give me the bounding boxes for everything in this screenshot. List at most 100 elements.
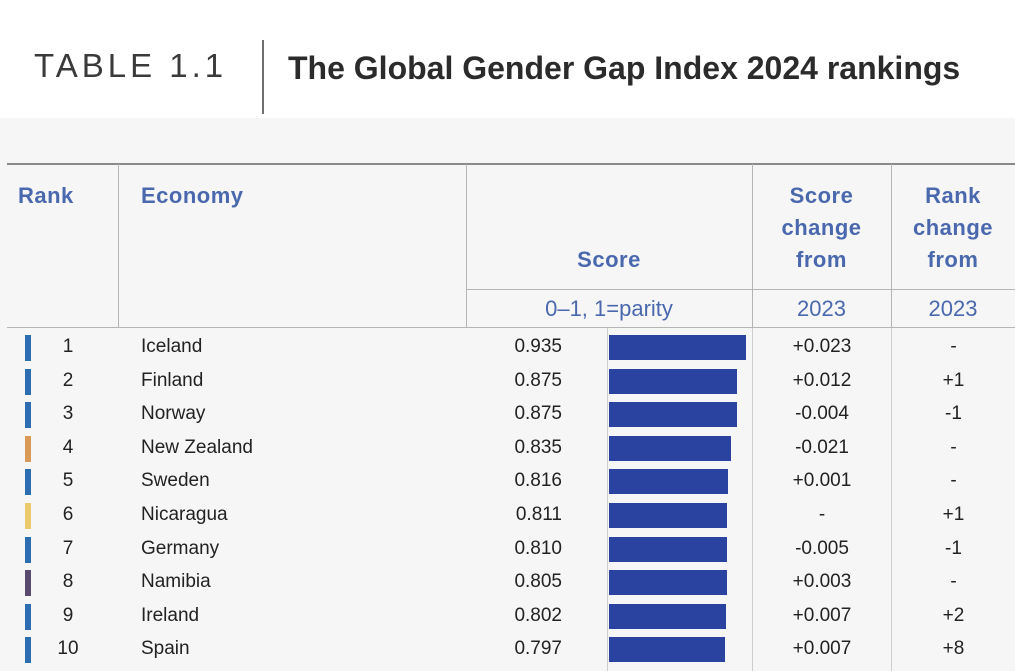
rankings-table-background (0, 118, 1015, 671)
table-row: 3 Norway 0.875 -0.004 -1 (0, 397, 1015, 431)
score-cell: 0.935 (514, 336, 562, 357)
column-header-score-change: Score change from (752, 180, 891, 276)
score-cell: 0.810 (514, 537, 562, 559)
table-top-rule (7, 163, 1015, 165)
score-bar (609, 335, 746, 360)
column-header-economy: Economy (141, 183, 244, 208)
score-change-cell: +0.007 (792, 638, 852, 660)
rank-cell: 5 (62, 470, 74, 492)
table-row: 10 Spain 0.797 +0.007 +8 (0, 632, 1015, 666)
rank-change-cell: - (950, 336, 957, 357)
score-cell: 0.805 (514, 571, 562, 593)
rank-cell: 7 (62, 537, 74, 559)
header-bottom-rule (7, 327, 1015, 328)
rank-cell: 6 (62, 504, 74, 525)
score-bar (609, 603, 727, 629)
region-marker (25, 335, 31, 361)
economy-cell: Ireland (141, 604, 200, 626)
column-divider (752, 164, 753, 328)
table-row: 5 Sweden 0.816 +0.001 - (0, 464, 1015, 498)
economy-cell: Namibia (141, 571, 211, 593)
score-unit-label: 0–1, 1=parity (545, 296, 673, 321)
score-change-header-line: Score (789, 183, 854, 208)
column-divider (891, 328, 892, 671)
rank-cell: 8 (62, 571, 74, 593)
region-marker (25, 503, 31, 529)
score-cell: 0.816 (514, 470, 562, 492)
region-marker (25, 469, 31, 496)
rank-change-cell: +8 (942, 638, 965, 660)
rank-cell: 4 (62, 436, 74, 458)
rank-change-cell: - (950, 470, 957, 492)
economy-cell: Norway (141, 403, 206, 425)
score-bar (609, 368, 737, 394)
rank-cell: 10 (57, 638, 79, 660)
rank-change-cell: -1 (945, 403, 962, 425)
rank-cell: 2 (62, 369, 74, 391)
header-divider (262, 40, 264, 114)
column-divider (891, 164, 892, 328)
score-cell: 0.835 (514, 436, 562, 458)
score-bar (609, 503, 728, 528)
economy-cell: New Zealand (141, 436, 253, 458)
table-title: The Global Gender Gap Index 2024 ranking… (288, 50, 961, 86)
region-marker (25, 570, 31, 597)
rank-change-cell: +1 (942, 369, 965, 391)
score-change-header-line: from (796, 247, 847, 272)
score-cell: 0.811 (515, 504, 562, 525)
region-marker (25, 368, 31, 395)
score-bar (609, 435, 731, 461)
header-sub-rule (466, 289, 1015, 290)
table-row: 4 New Zealand 0.835 -0.021 - (0, 431, 1015, 465)
score-change-cell: +0.001 (792, 470, 852, 492)
region-marker (25, 603, 31, 630)
rank-change-cell: -1 (945, 537, 962, 559)
rank-change-header-line: from (927, 247, 979, 272)
rank-change-header-line: change (912, 215, 994, 240)
score-change-cell: +0.007 (792, 604, 852, 626)
score-cell: 0.797 (514, 638, 562, 660)
score-bar (609, 469, 729, 495)
column-divider (752, 328, 753, 671)
column-header-rank: Rank (18, 183, 74, 208)
table-row: 1 Iceland 0.935 +0.023 - (0, 330, 1015, 364)
table-row: 7 Germany 0.810 -0.005 -1 (0, 532, 1015, 566)
score-cell: 0.802 (514, 604, 562, 626)
column-header-score: Score (577, 247, 641, 272)
rank-cell: 3 (62, 403, 74, 425)
economy-cell: Iceland (141, 336, 203, 357)
economy-cell: Nicaragua (141, 504, 228, 525)
score-change-header-line: change (781, 215, 862, 240)
column-divider (118, 164, 119, 328)
rank-change-cell: +1 (942, 504, 965, 525)
score-cell: 0.875 (514, 403, 562, 425)
column-divider (607, 328, 608, 671)
score-bar (609, 536, 728, 562)
score-bar (609, 637, 726, 663)
score-bar (609, 402, 737, 428)
table-row: 6 Nicaragua 0.811 - +1 (0, 498, 1015, 532)
page-header: TABLE 1.1 The Global Gender Gap Index 20… (0, 0, 1015, 118)
economy-cell: Germany (141, 537, 220, 559)
economy-cell: Sweden (141, 470, 210, 492)
score-change-cell: -0.005 (795, 537, 849, 559)
score-change-cell: -0.004 (795, 403, 849, 425)
rank-change-header-line: Rank (925, 183, 981, 208)
rank-cell: 1 (62, 336, 74, 357)
score-change-cell: +0.003 (792, 571, 852, 593)
rank-change-cell: - (950, 571, 957, 593)
economy-cell: Finland (141, 369, 204, 391)
rank-change-year-label: 2023 (928, 296, 978, 321)
region-marker (25, 435, 31, 462)
column-divider (466, 164, 467, 328)
score-change-cell: - (818, 504, 826, 525)
score-change-year-label: 2023 (797, 296, 846, 321)
score-change-cell: -0.021 (795, 436, 849, 458)
rank-change-cell: +2 (942, 604, 965, 626)
region-marker (25, 402, 31, 429)
column-header-rank-change: Rank change from (891, 180, 1015, 276)
table-row: 2 Finland 0.875 +0.012 +1 (0, 364, 1015, 398)
region-marker (25, 637, 31, 664)
table-row: 9 Ireland 0.802 +0.007 +2 (0, 599, 1015, 633)
table-row: 8 Namibia 0.805 +0.003 - (0, 565, 1015, 599)
